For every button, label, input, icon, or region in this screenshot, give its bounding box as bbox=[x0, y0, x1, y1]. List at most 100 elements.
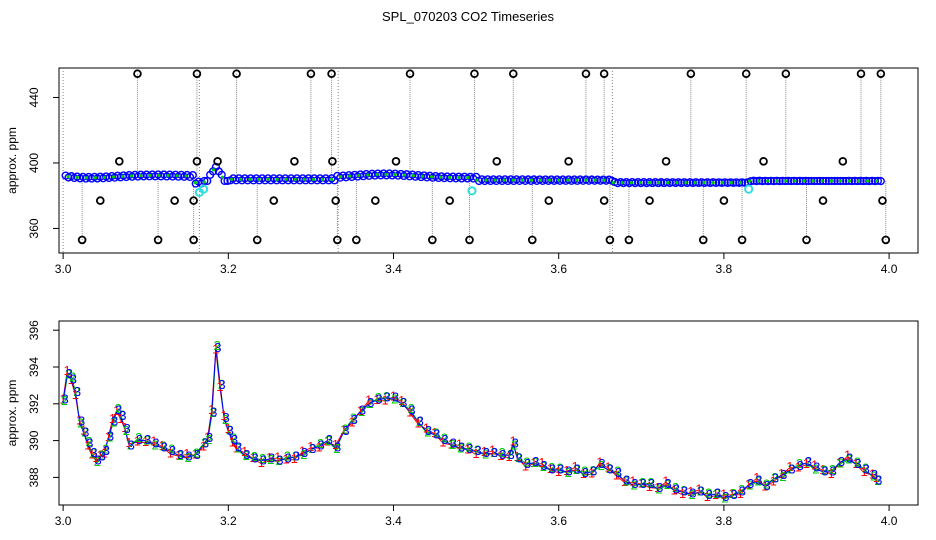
baseline-point-green bbox=[793, 179, 797, 183]
y-tick-label: 396 bbox=[27, 320, 41, 340]
series-2-point: 2 bbox=[259, 451, 266, 466]
series-2-point: 2 bbox=[771, 470, 778, 485]
baseline-point-green bbox=[720, 181, 724, 185]
baseline-point-green bbox=[448, 175, 452, 180]
spike-high-point bbox=[508, 69, 518, 79]
series-3-point: 3 bbox=[466, 441, 473, 456]
series-1-point: 1 bbox=[638, 475, 645, 490]
series-3-point: 3 bbox=[623, 473, 630, 488]
baseline-point-green bbox=[502, 178, 506, 182]
y-tick-label: 400 bbox=[27, 153, 41, 173]
series-3-point: 3 bbox=[384, 390, 391, 405]
series-1-point: 1 bbox=[406, 404, 413, 419]
series-1-point: 1 bbox=[803, 456, 810, 471]
series-2-point: 2 bbox=[763, 476, 770, 491]
series-2-point: 2 bbox=[672, 480, 679, 495]
highlight-point bbox=[198, 184, 209, 194]
x-tick-label: 3.4 bbox=[385, 262, 402, 276]
series-3-point: 3 bbox=[78, 414, 85, 429]
series-3-point: 3 bbox=[251, 450, 258, 465]
series-2-point: 2 bbox=[284, 449, 291, 464]
series-2-point: 2 bbox=[556, 460, 563, 475]
baseline-point bbox=[755, 176, 764, 185]
series-2-point: 2 bbox=[86, 434, 93, 449]
series-3-point: 3 bbox=[640, 476, 647, 491]
spike-low-point bbox=[624, 235, 634, 245]
baseline-point-green bbox=[211, 168, 216, 172]
series-1-point: 1 bbox=[439, 435, 446, 450]
baseline-point-green bbox=[230, 177, 234, 181]
baseline-point-green bbox=[693, 181, 697, 185]
series-line-1 bbox=[62, 349, 877, 499]
series-3-point: 3 bbox=[673, 482, 680, 497]
series-3-point: 3 bbox=[367, 395, 374, 410]
baseline-point-green bbox=[66, 175, 70, 179]
baseline-point-green bbox=[620, 181, 624, 185]
baseline-point-green bbox=[75, 175, 79, 179]
series-3-point: 3 bbox=[788, 461, 795, 476]
series-1-point: 1 bbox=[431, 425, 438, 440]
series-2-point: 2 bbox=[242, 448, 249, 463]
series-3-point: 3 bbox=[144, 432, 151, 447]
baseline-point bbox=[220, 176, 229, 186]
series-3-point: 3 bbox=[185, 449, 192, 464]
baseline-point-green bbox=[829, 179, 833, 183]
series-3-point: 3 bbox=[318, 438, 325, 453]
y-tick-label: 392 bbox=[27, 393, 41, 413]
series-2-point: 2 bbox=[214, 338, 221, 353]
series-1-point: 1 bbox=[646, 479, 653, 494]
series-1-point: 1 bbox=[827, 466, 834, 481]
plot-frame bbox=[58, 320, 919, 506]
series-3-point: 3 bbox=[161, 439, 168, 454]
series-1-point: 1 bbox=[753, 470, 760, 485]
spike-low-point bbox=[605, 235, 615, 245]
spike-high-point bbox=[306, 69, 316, 79]
baseline-point bbox=[865, 176, 874, 186]
baseline-point-green bbox=[866, 179, 870, 183]
series-3-point: 3 bbox=[235, 439, 242, 454]
series-3-point: 3 bbox=[450, 436, 457, 451]
baseline-point-green bbox=[684, 181, 688, 185]
baseline-point-green bbox=[193, 181, 197, 185]
spike-low-point bbox=[465, 235, 474, 245]
series-3-point: 3 bbox=[400, 395, 407, 410]
series-1-point: 1 bbox=[873, 470, 880, 485]
series-2-point: 2 bbox=[862, 461, 869, 476]
series-3-point: 3 bbox=[359, 403, 366, 418]
series-2-point: 2 bbox=[523, 454, 530, 469]
series-2-point: 2 bbox=[606, 461, 613, 476]
spike-low-point bbox=[527, 235, 537, 245]
series-3-point: 3 bbox=[821, 463, 828, 478]
series-3-point: 3 bbox=[512, 436, 519, 451]
series-1-point: 1 bbox=[192, 447, 199, 462]
series-3-point: 3 bbox=[854, 456, 861, 471]
series-3-point: 3 bbox=[194, 447, 201, 462]
baseline-point-green bbox=[93, 176, 97, 180]
series-1-point: 1 bbox=[113, 403, 120, 418]
series-3-point: 3 bbox=[425, 423, 432, 438]
series-2-point: 2 bbox=[276, 453, 283, 468]
series-3-point: 3 bbox=[210, 404, 217, 419]
series-1-point: 1 bbox=[481, 444, 488, 459]
series-3-point: 3 bbox=[111, 414, 118, 429]
series-2-point: 2 bbox=[383, 389, 390, 404]
y-tick-label: 360 bbox=[27, 218, 41, 238]
series-3-point: 3 bbox=[764, 478, 771, 493]
x-tick-label: 3.0 bbox=[55, 514, 72, 528]
series-1-point: 1 bbox=[150, 434, 157, 449]
series-2-point: 2 bbox=[874, 473, 881, 488]
series-3-point: 3 bbox=[177, 447, 184, 462]
series-2-point: 2 bbox=[391, 392, 398, 407]
baseline-point-green bbox=[384, 172, 388, 177]
baseline-point bbox=[810, 176, 819, 186]
baseline-point-green bbox=[102, 175, 107, 179]
series-3-point: 3 bbox=[218, 377, 225, 392]
series-1-point: 1 bbox=[84, 438, 91, 453]
series-3-point: 3 bbox=[474, 443, 481, 458]
baseline-point-green bbox=[339, 175, 343, 179]
series-1-point: 1 bbox=[613, 467, 620, 482]
series-1-point: 1 bbox=[72, 387, 79, 402]
series-2-point: 2 bbox=[821, 463, 828, 478]
series-3-point: 3 bbox=[115, 403, 122, 418]
